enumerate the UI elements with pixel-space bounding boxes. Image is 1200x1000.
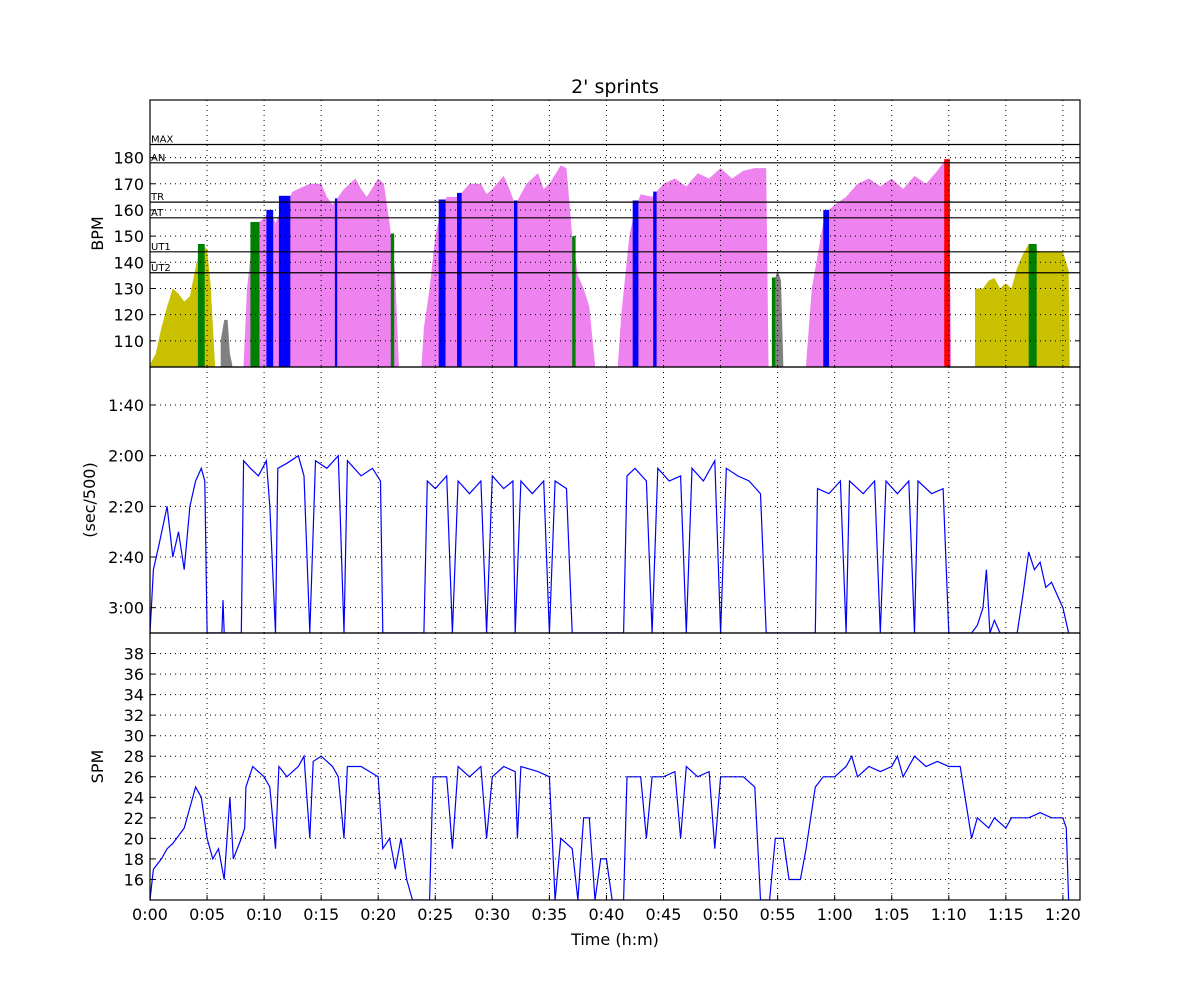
panels: MAX AN TR AT UT1 UT2 110 120 130 140 150 160 170 180 B… <box>80 99 1081 924</box>
y-tick-label: 180 <box>113 149 144 168</box>
hr-area-segment <box>220 319 233 367</box>
y-tick-label: 3:00 <box>108 599 144 618</box>
y-tick-label: 120 <box>113 306 144 325</box>
zone-label: AN <box>151 153 165 164</box>
x-tick-label: 0:45 <box>646 905 682 924</box>
x-tick-label: 0:25 <box>417 905 453 924</box>
y-tick-label: 170 <box>113 175 144 194</box>
hr-area-segment <box>806 157 952 367</box>
y-tick-label: 22 <box>124 809 144 828</box>
panel-1: MAX AN TR AT UT1 UT2 110 120 130 140 150 160 170 180 B… <box>88 99 1081 368</box>
hr-zone-band-ut1 <box>197 244 205 367</box>
y-tick-label: 2:40 <box>108 548 144 567</box>
x-tick-label: 1:10 <box>931 905 967 924</box>
y-tick-label: 16 <box>124 870 144 889</box>
hr-zone-band-at <box>514 200 518 367</box>
y-axis-label: BPM <box>88 216 107 250</box>
series-line <box>150 454 1070 633</box>
x-tick-label: 0:15 <box>303 905 339 924</box>
x-tick-label: 1:15 <box>988 905 1024 924</box>
x-tick-label: 1:20 <box>1045 905 1081 924</box>
hr-zone-band-at <box>278 195 291 367</box>
x-tick-label: 0:00 <box>132 905 168 924</box>
hr-zone-band-ut1 <box>1028 244 1037 367</box>
y-tick-label: 34 <box>124 686 144 705</box>
zone-label: MAX <box>151 135 173 146</box>
x-tick-label: 0:40 <box>588 905 624 924</box>
x-tick-label: 0:50 <box>703 905 739 924</box>
hr-zone-band-an <box>944 159 950 367</box>
panel-data <box>150 157 1070 367</box>
y-tick-label: 2:20 <box>108 497 144 516</box>
hr-zone-band-ut1 <box>572 236 576 367</box>
chart-title: 2' sprints <box>571 76 659 98</box>
hr-zone-band-ut1 <box>771 277 776 367</box>
y-tick-label: 20 <box>124 829 144 848</box>
x-tick-label: 0:10 <box>246 905 282 924</box>
panel-data <box>150 454 1070 633</box>
y-tick-label: 2:00 <box>108 447 144 466</box>
y-tick-label: 130 <box>113 279 144 298</box>
hr-area-segment <box>617 168 769 367</box>
zone-label: UT2 <box>151 263 171 274</box>
y-axis-label: (sec/500) <box>80 462 99 537</box>
x-tick-label: 0:20 <box>360 905 396 924</box>
hr-zone-band-at <box>632 200 639 367</box>
panel-2: 1:40 2:00 2:20 2:40 3:00 (sec/500) <box>80 366 1081 634</box>
series-line <box>150 754 1070 900</box>
x-tick-label: 0:55 <box>760 905 796 924</box>
y-tick-label: 150 <box>113 227 144 246</box>
hr-zone-band-at <box>438 199 446 367</box>
hr-zone-band-at <box>457 192 462 367</box>
hr-zone-band-at <box>653 191 657 367</box>
hr-zone-band-ut1 <box>250 222 260 367</box>
x-tick-label: 0:05 <box>189 905 225 924</box>
x-tick-label: 0:35 <box>531 905 567 924</box>
x-tick-label: 0:30 <box>474 905 510 924</box>
y-tick-label: 32 <box>124 706 144 725</box>
x-tick-label: 1:05 <box>874 905 910 924</box>
y-tick-label: 38 <box>124 645 144 664</box>
hr-area-segment <box>421 165 595 367</box>
y-tick-label: 36 <box>124 665 144 684</box>
panel-data <box>150 754 1070 900</box>
hr-zone-band-at <box>266 209 274 367</box>
y-tick-label: 26 <box>124 768 144 787</box>
y-tick-label: 110 <box>113 332 144 351</box>
hr-zone-band-ut1 <box>390 233 395 367</box>
y-tick-label: 28 <box>124 747 144 766</box>
hr-zone-band-at <box>334 198 338 367</box>
y-tick-label: 160 <box>113 201 144 220</box>
hr-zone-band-at <box>823 209 829 367</box>
y-tick-label: 18 <box>124 850 144 869</box>
y-tick-label: 1:40 <box>108 396 144 415</box>
y-axis-label: SPM <box>88 750 107 784</box>
zone-label: TR <box>150 192 164 203</box>
y-tick-label: 140 <box>113 253 144 272</box>
x-axis-label: Time (h:m) <box>570 930 659 949</box>
panel-frame <box>149 632 1081 901</box>
zone-label: UT1 <box>151 242 171 253</box>
zone-label: AT <box>151 208 164 219</box>
hr-area-segment <box>975 244 1070 367</box>
y-tick-label: 24 <box>124 788 144 807</box>
x-tick-label: 1:00 <box>817 905 853 924</box>
y-tick-label: 30 <box>124 727 144 746</box>
